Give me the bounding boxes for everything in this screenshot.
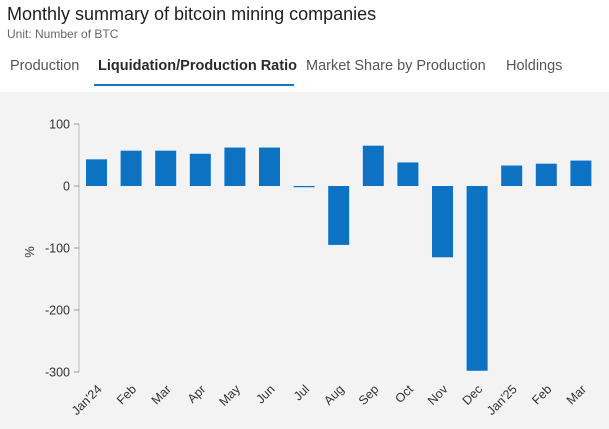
bar-series [86, 145, 592, 371]
x-tick-label: Oct [392, 382, 416, 406]
bar-3[interactable] [189, 153, 211, 186]
x-axis: Jan'24 Feb Mar Apr May Jun Jul Aug Sep Oct Nov DecJ… [69, 382, 589, 418]
y-tick-label: -200 [45, 304, 70, 318]
tab-bar: Production Liquidation/Production Ratio … [0, 54, 609, 88]
chart-title: Monthly summary of bitcoin mining compan… [7, 4, 377, 24]
bar-11[interactable] [466, 186, 488, 371]
chart-subtitle: Unit: Number of BTC [7, 27, 119, 41]
bar-13[interactable] [535, 163, 557, 186]
tab-holdings[interactable]: Holdings [506, 58, 563, 74]
x-tick-label: Aug [321, 382, 347, 408]
x-tick-label: Jul [291, 382, 312, 403]
x-tick-label: Apr [185, 382, 209, 406]
y-axis: 100 0 -100 -200 -300 [45, 118, 80, 380]
x-tick-label: Sep [356, 382, 382, 408]
bar-5[interactable] [259, 147, 280, 186]
bar-9[interactable] [397, 162, 419, 186]
active-tab-indicator [94, 84, 294, 86]
x-tick-label: Nov [425, 382, 451, 408]
x-tick-label: Feb [114, 382, 139, 407]
chart-area: 100 0 -100 -200 -300 Jan'24 Feb Mar Apr May Jun Ju… [0, 92, 609, 429]
bar-10[interactable] [432, 186, 453, 258]
x-tick-label: Jan'24 [69, 382, 105, 418]
y-axis-label: % [22, 246, 37, 258]
tab-production[interactable]: Production [10, 58, 80, 74]
y-tick-label: 0 [63, 180, 70, 194]
y-tick-label: -100 [45, 242, 70, 256]
bar-6[interactable] [293, 186, 315, 188]
tab-market-share-by-production[interactable]: Market Share by Production [306, 58, 486, 74]
bar-4[interactable] [224, 147, 246, 186]
x-tick-label: Mar [564, 382, 589, 407]
tab-liquidation-production-ratio[interactable]: Liquidation/Production Ratio [98, 58, 297, 74]
y-tick-label: 100 [49, 118, 70, 132]
bar-8[interactable] [362, 145, 384, 186]
bar-1[interactable] [120, 150, 142, 186]
x-tick-label: Feb [529, 382, 554, 407]
bar-7[interactable] [328, 186, 350, 245]
y-tick-label: -300 [45, 366, 70, 380]
x-tick-label: Dec [460, 382, 486, 408]
bar-2[interactable] [155, 150, 177, 186]
x-tick-label: Jun [253, 382, 277, 406]
x-tick-label: May [216, 382, 243, 409]
x-tick-label: Jan'25 [484, 382, 520, 418]
bar-12[interactable] [501, 165, 523, 186]
bar-14[interactable] [570, 160, 592, 186]
bar-chart: 100 0 -100 -200 -300 Jan'24 Feb Mar Apr May Jun Ju… [22, 118, 592, 418]
x-tick-label: Mar [149, 382, 174, 407]
bar-0[interactable] [86, 159, 107, 186]
